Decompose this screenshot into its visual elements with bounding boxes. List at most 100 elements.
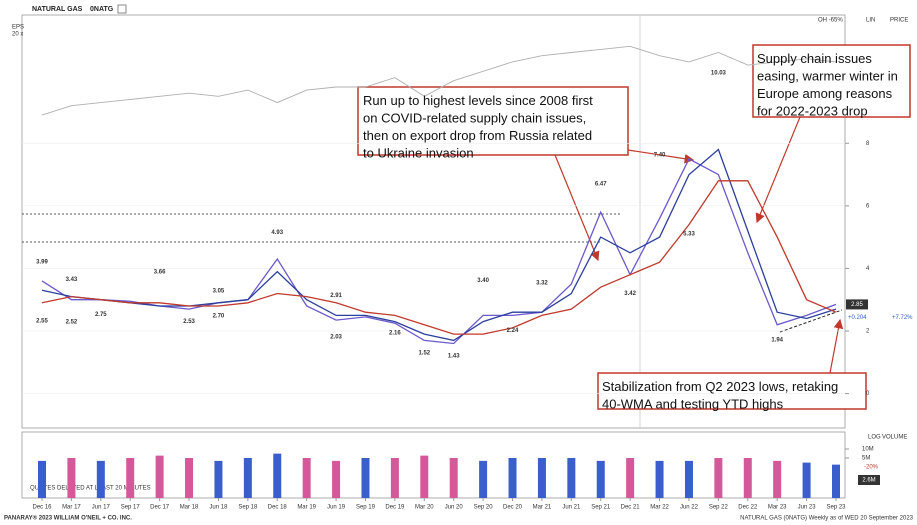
price-label: 10.03 — [711, 70, 727, 76]
volume-bar — [155, 455, 164, 498]
x-tick-label: Jun 17 — [92, 505, 111, 511]
price-label: 2.91 — [330, 293, 342, 299]
volume-bar — [420, 455, 429, 498]
volume-bar — [273, 453, 282, 498]
x-tick-label: Sep 20 — [474, 505, 494, 511]
y2-tick-label: 10M — [862, 447, 874, 453]
y-tick-label: 2 — [866, 329, 870, 335]
volume-bar — [361, 458, 370, 498]
volume-bar — [508, 458, 517, 498]
price-label: 2.53 — [183, 319, 195, 325]
x-tick-label: Dec 16 — [32, 505, 52, 511]
x-tick-label: Mar 17 — [62, 505, 81, 511]
volume-bar — [832, 464, 840, 498]
x-tick-label: Dec 21 — [621, 505, 641, 511]
price-label: 1.43 — [448, 353, 460, 359]
arrow — [627, 149, 695, 164]
volume-pane — [21, 431, 846, 499]
volume-bar — [743, 458, 752, 498]
x-tick-label: Dec 22 — [738, 505, 758, 511]
volume-bar — [243, 458, 252, 498]
x-tick-label: Jun 21 — [562, 505, 581, 511]
price-pane — [21, 14, 846, 429]
volume-bar — [537, 458, 546, 498]
price-label: 3.05 — [213, 289, 225, 295]
callout-text: to Ukraine invasion — [363, 146, 474, 161]
footer-right: NATURAL GAS (0NATG) Weekly as of WED 20 … — [740, 516, 914, 522]
callout-text: for 2022-2023 drop — [757, 104, 868, 119]
header: NATURAL GAS 0NATG EPS 20 x OH -65% LIN P… — [4, 4, 914, 522]
callout-text: 40-WMA and testing YTD highs — [602, 397, 784, 412]
callout-text: Run up to highest levels since 2008 firs… — [363, 93, 593, 108]
x-tick-label: Jun 20 — [445, 505, 464, 511]
x-tick-label: Mar 22 — [650, 505, 669, 511]
callout-text: Stabilization from Q2 2023 lows, retakin… — [602, 379, 838, 394]
price-label: 2.55 — [36, 318, 48, 324]
price-label: 2.75 — [95, 312, 107, 318]
price-label: PRICE — [890, 18, 908, 24]
series-line — [41, 180, 837, 335]
price-label: 2.16 — [389, 331, 401, 337]
volume-bar — [714, 458, 723, 498]
arrow — [755, 116, 801, 224]
x-tick-label: Dec 17 — [150, 505, 170, 511]
y-tick-label: 6 — [866, 203, 870, 209]
log-label: LOG — [868, 435, 881, 441]
arrow — [554, 154, 600, 262]
price-label: 3.99 — [36, 259, 48, 265]
x-tick-label: Jun 22 — [680, 505, 699, 511]
trend-line — [779, 309, 843, 333]
price-label: 5.33 — [683, 231, 695, 237]
x-tick-label: Jun 18 — [209, 505, 228, 511]
series-line — [41, 45, 837, 116]
last-price: 2.85 — [851, 302, 863, 308]
volume-average: 2.6M — [862, 478, 875, 484]
volume-bar — [126, 458, 135, 498]
x-tick-label: Sep 17 — [121, 505, 141, 511]
price-label: 2.52 — [66, 319, 78, 325]
volume-bar — [214, 460, 223, 498]
volume-bar — [96, 460, 105, 498]
volume-bar — [38, 460, 46, 498]
last-price-badge — [846, 299, 868, 310]
callout-text: on COVID-related supply chain issues, — [363, 111, 586, 126]
price-label: 6.47 — [595, 182, 607, 188]
volume-bar — [655, 460, 664, 498]
volume-bar — [626, 458, 635, 498]
volume-bar — [449, 458, 458, 498]
x-tick-label: Mar 19 — [297, 505, 316, 511]
volume-bar — [773, 460, 782, 498]
change-pct: +7.72% — [892, 315, 913, 321]
price-label: 3.43 — [66, 277, 78, 283]
callout-text: then on export drop from Russia related — [363, 128, 592, 143]
x-tick-label: Mar 23 — [768, 505, 787, 511]
volume-bar — [185, 458, 194, 498]
x-tick-label: Mar 21 — [533, 505, 552, 511]
price-label: 1.52 — [418, 351, 430, 357]
volume-change: -20% — [864, 465, 879, 471]
price-label: 2.03 — [330, 335, 342, 341]
symbol: 0NATG — [90, 6, 114, 13]
footer-left: PANARAY® 2023 WILLIAM O'NEIL + CO. INC. — [4, 515, 132, 522]
volume-bar — [596, 460, 605, 498]
x-tick-label: Dec 20 — [503, 505, 523, 511]
x-tick-label: Sep 22 — [709, 505, 729, 511]
volume-bar — [479, 460, 488, 498]
delay-note: QUOTES DELAYED AT LEAST 20 MINUTES — [30, 486, 151, 492]
volume-label: VOLUME — [882, 435, 907, 441]
price-label: 3.42 — [624, 291, 636, 297]
callout-text: Europe among reasons — [757, 86, 893, 101]
series-line — [41, 158, 837, 345]
callout — [357, 44, 911, 410]
change: +0.204 — [848, 315, 867, 321]
volume-badge — [858, 475, 880, 485]
volume-bar — [332, 460, 341, 498]
arrow — [829, 318, 844, 374]
eps-label: EPS — [12, 25, 24, 31]
x-tick-label: Sep 19 — [356, 505, 376, 511]
price-label: 3.66 — [154, 270, 166, 276]
x-tick-label: Sep 23 — [826, 505, 846, 511]
callout-box — [357, 86, 629, 156]
flag-icon — [117, 4, 127, 14]
x-tick-label: Jun 23 — [798, 505, 817, 511]
